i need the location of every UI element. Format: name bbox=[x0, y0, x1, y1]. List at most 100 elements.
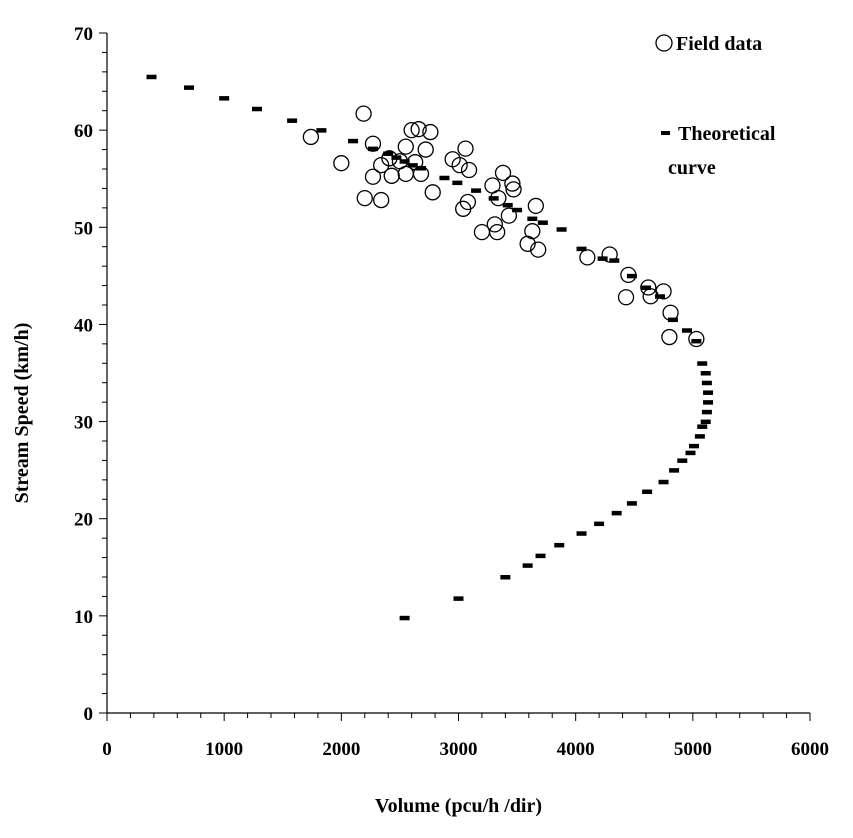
y-tick-label: 60 bbox=[74, 121, 93, 142]
field-data-point bbox=[494, 164, 512, 182]
y-tick-label: 30 bbox=[74, 413, 93, 434]
theoretical-curve-point bbox=[407, 163, 418, 168]
field-data-point bbox=[364, 135, 382, 152]
field-data-point bbox=[688, 330, 705, 348]
field-data-point bbox=[403, 121, 420, 139]
x-axis-title: Volume (pcu/h /dir) bbox=[375, 795, 542, 817]
field-data-point bbox=[524, 223, 541, 240]
theoretical-curve-point bbox=[500, 575, 511, 580]
field-data-point bbox=[355, 105, 372, 122]
theoretical-curve-point bbox=[522, 563, 533, 568]
theoretical-curve-point bbox=[554, 542, 565, 548]
theoretical-curve-point bbox=[453, 596, 464, 601]
y-tick-label: 0 bbox=[84, 704, 94, 725]
field-data-point bbox=[455, 200, 472, 217]
theoretical-curve-point bbox=[537, 220, 548, 225]
theoretical-curve-point bbox=[640, 285, 651, 291]
field-data-point bbox=[451, 156, 468, 174]
theoretical-curve-point bbox=[597, 256, 608, 261]
x-tick-label: 5000 bbox=[674, 739, 712, 760]
theoretical-curve-point bbox=[576, 246, 587, 252]
x-tick-label: 3000 bbox=[440, 739, 478, 760]
theoretical-curve-point bbox=[471, 188, 482, 193]
theoretical-curve-point bbox=[701, 380, 712, 386]
field-data-point bbox=[333, 155, 350, 172]
legend-theory-marker bbox=[661, 131, 670, 135]
theoretical-curve-point bbox=[609, 258, 620, 263]
theoretical-curve-point bbox=[576, 531, 587, 536]
field-data-point bbox=[460, 161, 478, 179]
y-tick-label: 50 bbox=[74, 218, 93, 239]
theoretical-curve-point bbox=[535, 553, 546, 559]
theoretical-curve-point bbox=[697, 361, 708, 366]
field-data-point bbox=[489, 223, 506, 241]
field-data-point bbox=[530, 241, 547, 258]
theoretical-curve-point bbox=[556, 227, 567, 232]
theoretical-curve-point bbox=[488, 196, 499, 201]
field-data-point bbox=[373, 156, 390, 174]
theoretical-curve-point bbox=[703, 400, 714, 405]
theoretical-curve-point bbox=[611, 510, 622, 516]
theoretical-curve-point bbox=[691, 338, 702, 344]
field-data-point bbox=[417, 141, 434, 158]
theoretical-curve-point bbox=[399, 159, 410, 164]
theoretical-curve-point bbox=[219, 96, 230, 101]
theoretical-curve-point bbox=[348, 138, 359, 144]
field-data-point bbox=[661, 328, 678, 346]
theoretical-curve-point bbox=[669, 468, 680, 473]
legend-theory-label-line1: Theoretical bbox=[678, 123, 776, 145]
legend-theory-label-line2: curve bbox=[668, 157, 716, 179]
field-data-point bbox=[655, 283, 672, 300]
field-data-point bbox=[373, 191, 390, 209]
field-data-point bbox=[302, 128, 320, 146]
theoretical-curve-point bbox=[439, 175, 450, 181]
field-data-point bbox=[397, 138, 414, 155]
theoretical-curve-point bbox=[383, 151, 394, 156]
theoretical-curve-point bbox=[700, 419, 711, 425]
theoretical-curve-point bbox=[642, 489, 653, 495]
field-data-series bbox=[302, 105, 705, 348]
theoretical-curve-point bbox=[677, 458, 688, 463]
theoretical-curve-point bbox=[700, 371, 711, 376]
theoretical-curve-point bbox=[316, 128, 327, 133]
theoretical-curve-point bbox=[452, 180, 463, 186]
field-data-point bbox=[500, 207, 518, 224]
theoretical-curve-point bbox=[594, 521, 605, 527]
theoretical-curve-point bbox=[626, 501, 637, 506]
field-data-point bbox=[505, 181, 522, 198]
field-data-point bbox=[640, 279, 657, 296]
theoretical-curve-point bbox=[391, 155, 402, 160]
theoretical-curve-series bbox=[146, 74, 714, 621]
x-tick-label: 4000 bbox=[557, 739, 595, 760]
axis-ticks: 0 10 20 30 40 50 60 70 0 1000 2000 3000 4000 5000 6000 bbox=[74, 24, 829, 760]
x-tick-label: 6000 bbox=[791, 739, 829, 760]
field-data-point bbox=[486, 216, 503, 233]
x-tick-label: 1000 bbox=[205, 739, 243, 760]
theoretical-curve-point bbox=[251, 106, 262, 112]
y-axis-title: Stream Speed (km/h) bbox=[11, 323, 33, 504]
theoretical-curve-point bbox=[416, 166, 427, 171]
field-data-point bbox=[617, 289, 635, 306]
theoretical-curve-point bbox=[626, 273, 637, 279]
x-tick-label: 0 bbox=[102, 739, 112, 760]
theoretical-curve-point bbox=[685, 450, 696, 456]
legend: Field data Theoretical curve bbox=[655, 33, 776, 179]
field-data-point bbox=[356, 189, 373, 207]
theoretical-curve-point bbox=[367, 146, 378, 152]
theoretical-curve-point bbox=[512, 207, 523, 213]
theoretical-curve-point bbox=[694, 434, 705, 439]
theoretical-curve-point bbox=[689, 443, 700, 449]
legend-field-label: Field data bbox=[676, 33, 762, 55]
y-tick-label: 40 bbox=[74, 315, 93, 336]
theoretical-curve-point bbox=[703, 390, 714, 395]
axes: 0 10 20 30 40 50 60 70 0 1000 2000 3000 4000 5000 6000 bbox=[74, 24, 829, 760]
theoretical-curve-point bbox=[681, 328, 692, 333]
y-tick-label: 20 bbox=[74, 510, 93, 531]
theoretical-curve-point bbox=[287, 118, 298, 123]
field-data-point bbox=[364, 168, 382, 185]
theoretical-curve-point bbox=[502, 202, 513, 208]
theoretical-curve-point bbox=[527, 216, 538, 222]
field-data-point bbox=[410, 121, 427, 138]
field-data-point bbox=[504, 175, 521, 192]
y-tick-label: 70 bbox=[74, 24, 93, 45]
